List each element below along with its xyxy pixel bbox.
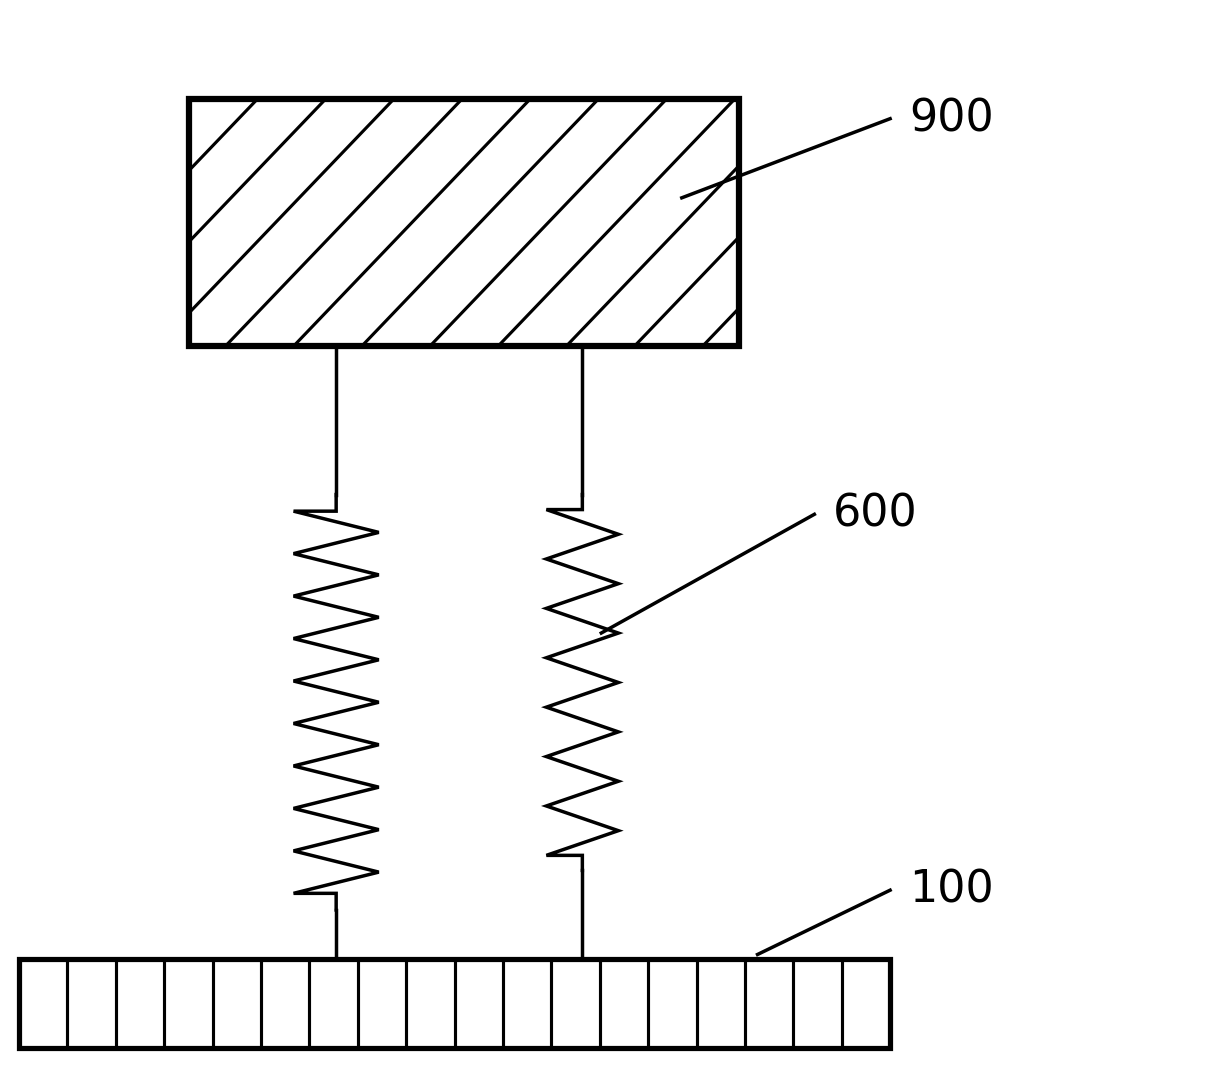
Text: 600: 600 <box>833 493 918 535</box>
Text: 100: 100 <box>908 868 993 912</box>
Bar <box>18 960 890 1049</box>
Bar <box>190 99 739 346</box>
Bar <box>190 99 739 346</box>
Text: 900: 900 <box>908 97 993 140</box>
